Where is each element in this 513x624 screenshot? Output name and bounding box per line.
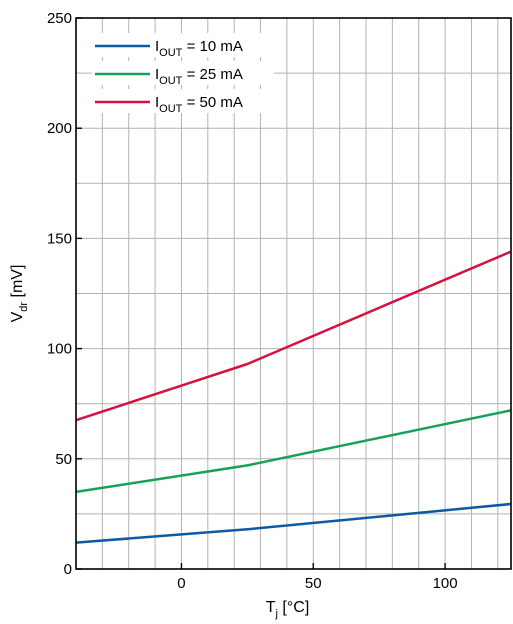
y-tick-label: 200 [47,120,72,137]
x-axis-title-main: T [266,599,276,616]
y-axis-title-main: V [9,311,26,322]
y-axis-title-sub: dr [18,302,30,312]
x-tick-label: 100 [433,575,458,592]
x-axis-title: Tj [°C] [266,599,310,620]
y-tick-label: 100 [47,341,72,358]
x-tick-label: 0 [177,575,185,592]
series-group [75,250,512,544]
y-tick-label: 0 [64,561,72,578]
legend-label-3: IOUT = 50 mA [155,94,243,115]
x-axis-title-sub: j [275,608,278,620]
x-axis-title-unit: [°C] [278,599,309,616]
ticks: 0 50 100 0 50 100 150 200 250 [47,10,458,592]
series-line-3 [75,250,512,422]
y-tick-label: 250 [47,10,72,27]
legend-label-2: IOUT = 25 mA [155,66,243,87]
legend: IOUT = 10 mA IOUT = 25 mA IOUT = 50 mA [92,33,274,115]
legend-label-1: IOUT = 10 mA [155,38,243,59]
x-tick-label: 50 [305,575,322,592]
series-line-1 [75,502,512,544]
series-line-2 [75,409,512,494]
y-axis-title-unit: [mV] [9,265,26,302]
y-tick-label: 50 [55,451,72,468]
y-axis-title: Vdr [mV] [9,265,30,323]
plot-frame [75,17,512,570]
y-tick-label: 150 [47,230,72,247]
